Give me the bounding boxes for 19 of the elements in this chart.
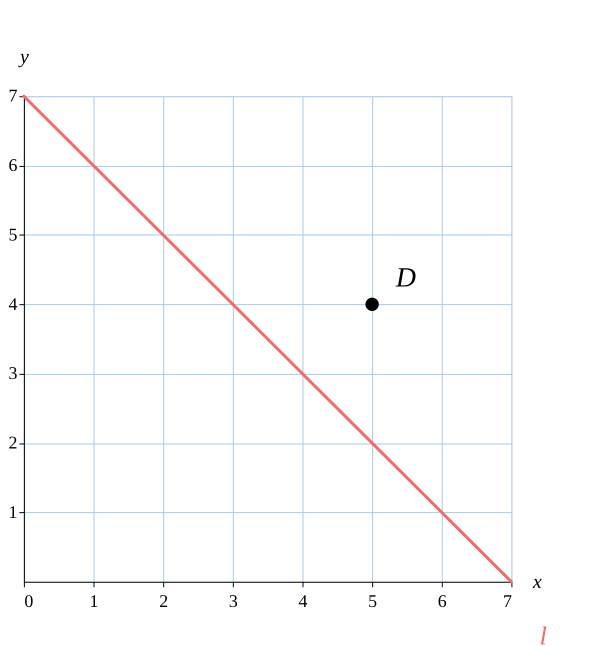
x-tick-label: 2 [159,591,168,612]
series-label: D [394,262,416,294]
x-tick-label: 1 [90,591,98,612]
y-tick-label: 2 [8,432,18,453]
x-axis-title: x [532,571,542,594]
y-tick-label: 3 [8,363,18,384]
series-label: l [540,621,547,646]
x-tick-label: 0 [24,591,34,612]
y-tick-label: 4 [8,294,18,314]
x-tick-label: 5 [368,591,378,612]
x-tick-label: 6 [438,591,447,612]
y-tick-label: 7 [8,86,18,106]
y-tick-label: 6 [8,155,18,176]
x-tick-label: 7 [502,591,512,612]
x-tick-label: 3 [228,591,238,612]
x-tick-label: 4 [298,591,308,612]
y-tick-label: 1 [8,502,18,522]
y-axis-title: y [18,46,29,68]
y-tick-label: 5 [8,224,18,244]
